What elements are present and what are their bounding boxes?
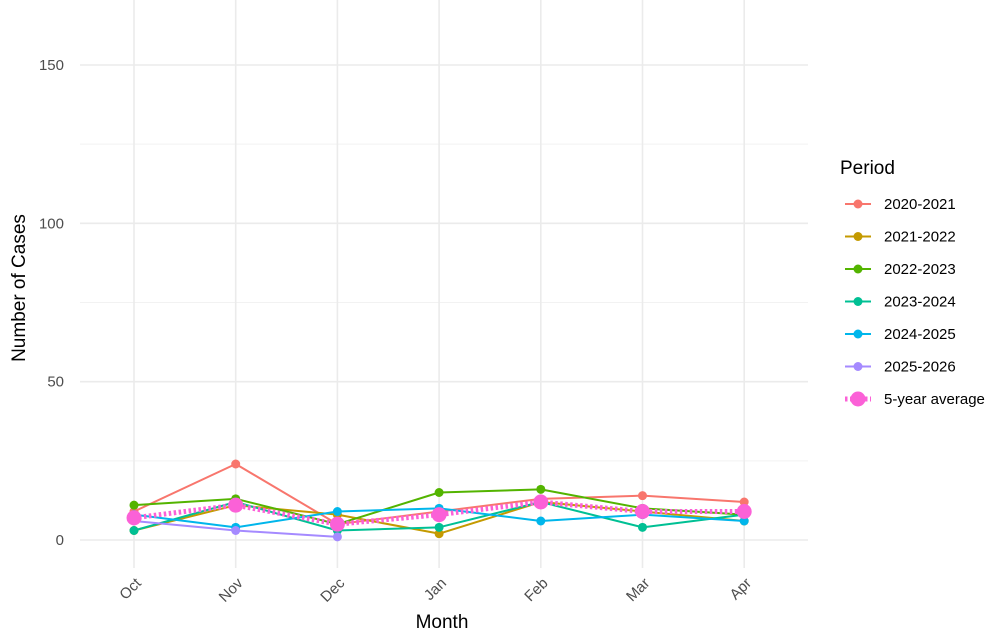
- legend-label: 5-year average: [884, 391, 985, 408]
- data-point: [434, 522, 444, 532]
- legend-item: 2023-2024: [845, 294, 956, 311]
- legend-label: 2020-2021: [884, 196, 956, 213]
- legend-key-point: [853, 264, 863, 274]
- grid-major: [80, 0, 808, 568]
- legend-label: 2022-2023: [884, 261, 956, 278]
- data-point: [533, 494, 549, 510]
- data-point: [638, 522, 647, 532]
- data-point: [332, 532, 342, 542]
- data-point: [739, 516, 749, 526]
- data-point: [129, 500, 139, 510]
- data-point: [536, 516, 546, 526]
- legend-item: 2022-2023: [845, 261, 956, 278]
- y-axis-ticks: 0 50 100 150: [39, 57, 64, 549]
- series-5-year average: [126, 494, 752, 532]
- x-tick-label: Mar: [623, 575, 653, 605]
- x-tick-label: Jan: [421, 575, 450, 604]
- grid-minor: [80, 143, 808, 462]
- data-point: [231, 526, 241, 535]
- legend-key-point: [853, 232, 863, 241]
- data-point: [431, 507, 447, 523]
- data-point: [129, 526, 139, 535]
- x-axis-title: Month: [416, 612, 469, 633]
- legend-item: 2021-2022: [845, 229, 956, 246]
- legend-label: 2023-2024: [884, 294, 956, 311]
- data-point: [635, 504, 650, 519]
- legend-label: 2021-2022: [884, 229, 956, 246]
- y-tick-label: 0: [56, 532, 64, 549]
- data-point: [434, 488, 444, 497]
- x-axis-ticks: Oct Nov Dec Jan Feb Mar Apr: [116, 574, 755, 605]
- legend-title: Period: [840, 158, 895, 179]
- y-tick-label: 100: [39, 215, 64, 232]
- x-tick-label: Dec: [317, 574, 348, 605]
- series-layer: [126, 459, 752, 542]
- legend: Period 2020-2021 2021-2022 2022-2023 2023-2…: [840, 158, 985, 408]
- legend-items: 2020-2021 2021-2022 2022-2023 2023-2024 2024…: [845, 196, 985, 408]
- legend-key-point: [853, 199, 863, 209]
- legend-item: 2020-2021: [845, 196, 956, 213]
- legend-label: 2024-2025: [884, 326, 956, 343]
- data-point: [736, 504, 752, 519]
- x-tick-label: Oct: [116, 574, 145, 603]
- data-point: [536, 484, 546, 494]
- legend-item: 2025-2026: [845, 359, 956, 376]
- legend-key-point: [853, 362, 863, 371]
- data-point: [434, 529, 444, 539]
- legend-key-point: [853, 329, 863, 339]
- data-point: [329, 516, 345, 532]
- x-tick-label: Apr: [727, 575, 756, 604]
- data-point: [739, 497, 749, 507]
- y-tick-label: 150: [39, 57, 64, 74]
- x-tick-label: Nov: [216, 574, 247, 605]
- data-point: [638, 491, 647, 501]
- data-point: [126, 510, 142, 526]
- y-axis-title: Number of Cases: [9, 214, 30, 362]
- x-tick-label: Feb: [521, 575, 551, 605]
- legend-item: 5-year average: [845, 391, 985, 408]
- data-point: [332, 507, 342, 516]
- legend-label: 2025-2026: [884, 359, 956, 376]
- legend-item: 2024-2025: [845, 326, 956, 343]
- legend-key-point: [850, 391, 866, 407]
- y-tick-label: 50: [47, 374, 64, 391]
- legend-key-point: [853, 297, 863, 306]
- data-point: [231, 459, 241, 469]
- data-point: [228, 497, 244, 513]
